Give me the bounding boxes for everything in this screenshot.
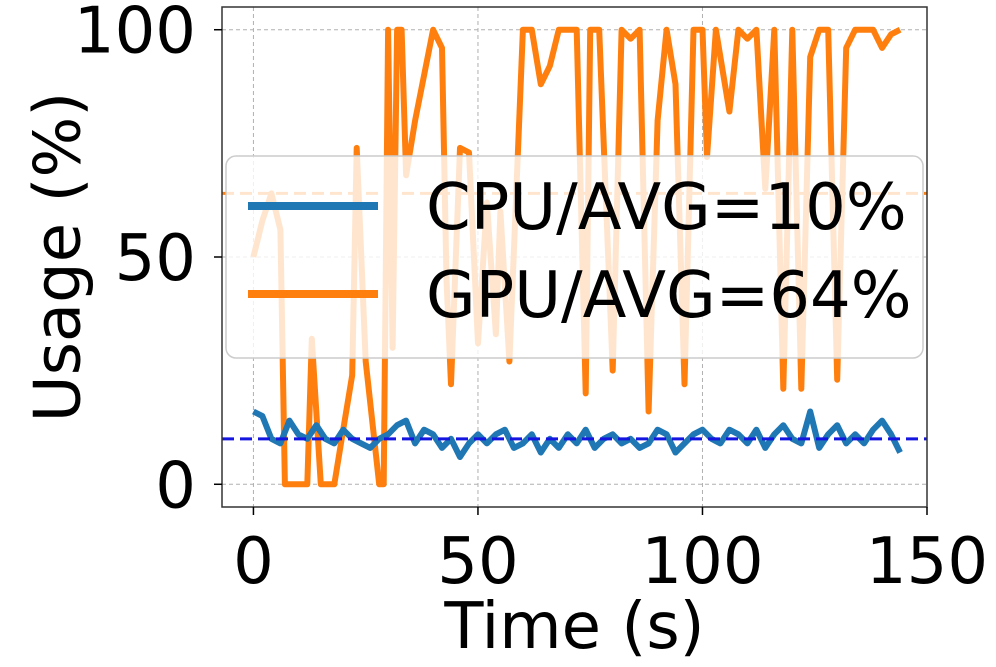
axis-ticks: 0 50 100 150 0 50 100 [74,0,988,599]
legend-label: CPU/AVG=10% [426,171,907,245]
x-tick-label: 50 [437,525,518,599]
x-tick-label: 150 [866,525,988,599]
x-tick-label: 100 [641,525,763,599]
legend-label: GPU/AVG=64% [426,259,912,333]
legend: CPU/AVG=10% GPU/AVG=64% [225,155,924,359]
cpu-usage-line [252,408,903,460]
x-tick-label: 0 [233,525,274,599]
y-axis-title: Usage (%) [22,92,96,423]
y-tick-label: 0 [155,449,196,523]
y-tick-label: 50 [115,222,196,296]
y-tick-label: 100 [74,0,196,69]
legend-box [225,155,924,359]
x-axis-title: Time (s) [443,590,704,664]
